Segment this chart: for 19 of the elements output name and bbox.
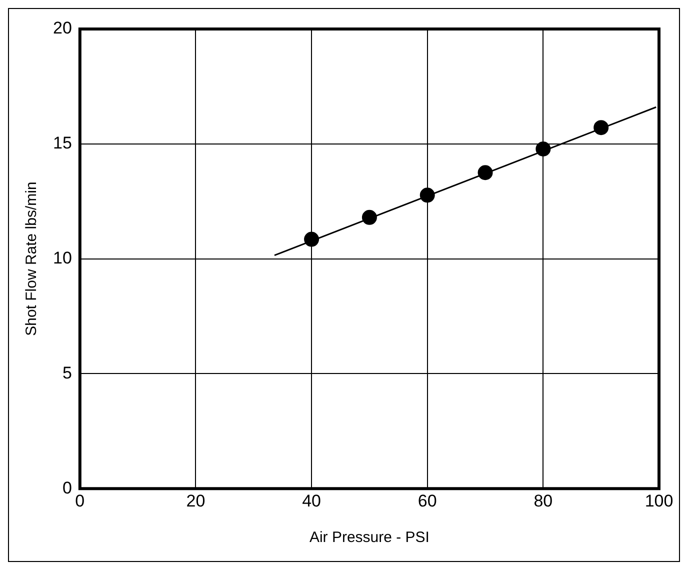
x-tick-label: 80 (534, 491, 553, 510)
y-axis-title: Shot Flow Rate lbs/min (23, 182, 40, 336)
x-tick-label: 40 (302, 491, 322, 510)
point (304, 232, 320, 247)
point (478, 165, 493, 180)
x-tick-label: 100 (644, 491, 674, 510)
x-axis-title: Air Pressure - PSI (309, 529, 430, 546)
point (536, 141, 551, 156)
x-tick-label: 20 (186, 491, 206, 510)
y-tick-label: 20 (52, 18, 72, 38)
x-tick-label: 60 (418, 491, 437, 510)
y-tick-label: 10 (52, 248, 72, 268)
y-tick-label: 0 (62, 478, 72, 498)
point (594, 120, 609, 136)
x-tick-label: 0 (75, 491, 85, 510)
y-tick-label: 5 (62, 363, 72, 382)
point (362, 210, 377, 225)
y-tick-label: 15 (52, 134, 72, 153)
point (420, 188, 435, 203)
